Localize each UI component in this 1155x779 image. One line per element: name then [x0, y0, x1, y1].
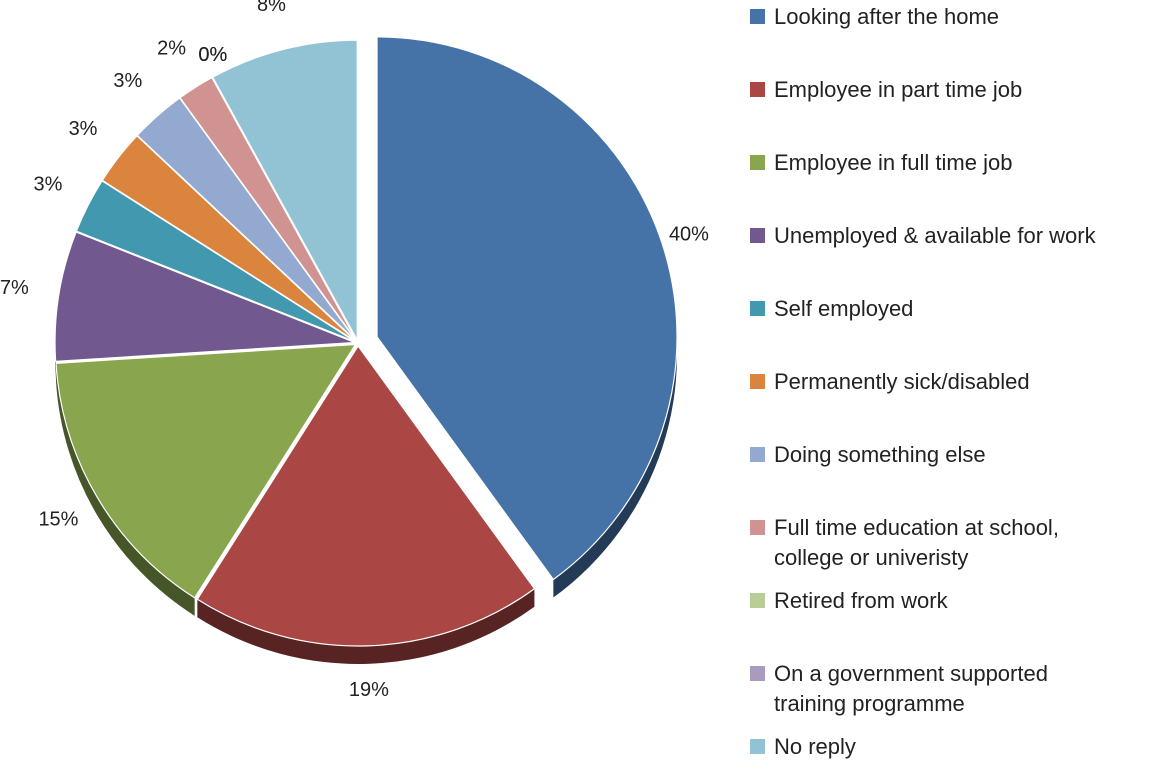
legend-item-looking-after-the-home: Looking after the home — [750, 2, 999, 32]
legend-label: Looking after the home — [774, 4, 1000, 29]
legend-swatch — [750, 520, 765, 535]
legend-label: On a government supported training progr… — [774, 661, 1048, 716]
legend-item-retired-from-work: Retired from work — [750, 586, 948, 616]
legend-item-no-reply: No reply — [750, 732, 856, 762]
data-label-looking-after-the-home: 40% — [669, 224, 709, 246]
legend-swatch — [750, 82, 765, 97]
legend-label: Self employed — [774, 296, 914, 321]
legend-swatch — [750, 155, 765, 170]
legend-swatch — [750, 593, 765, 608]
legend-swatch — [750, 374, 765, 389]
data-label-permanently-sick-disabled: 3% — [69, 118, 98, 140]
legend-label: Employee in part time job — [774, 77, 1023, 102]
legend-label: Employee in full time job — [774, 150, 1013, 175]
legend-swatch — [750, 301, 765, 316]
legend-item-on-a-government-supported-training-programme: On a government supported training progr… — [750, 659, 1048, 719]
slice-side-employee-in-part-time-job — [197, 588, 535, 664]
slice-side-employee-in-full-time-job — [56, 363, 195, 616]
pie-slice-employee-in-part-time-job — [196, 344, 536, 647]
data-label-self-employed: 3% — [33, 173, 62, 195]
data-label-retired-from-work: 0% — [198, 44, 227, 66]
legend-swatch — [750, 739, 765, 754]
pie-chart: 40%19%15%7%3%3%3%2% 0%0%8% — [0, 0, 709, 701]
legend-label: No reply — [774, 734, 856, 759]
legend-item-doing-something-else: Doing something else — [750, 440, 986, 470]
pie-slice-looking-after-the-home — [376, 36, 678, 581]
legend-item-employee-in-part-time-job: Employee in part time job — [750, 75, 1022, 105]
data-label-employee-in-part-time-job: 19% — [349, 679, 389, 701]
data-label-employee-in-full-time-job: 15% — [38, 508, 78, 530]
pie-slice-unemployed-available-for-work — [54, 231, 356, 363]
legend-swatch — [750, 447, 765, 462]
pie-slice-full-time-education-at-school-college-or-univeristy — [179, 76, 357, 341]
data-label-full-time-education-at-school-college-or-univeristy: 2% — [157, 37, 186, 59]
pie-slice-employee-in-full-time-job — [55, 343, 357, 599]
legend-swatch — [750, 228, 765, 243]
data-label-doing-something-else: 3% — [113, 70, 142, 92]
legend-label: Retired from work — [774, 588, 948, 613]
data-label-unemployed-available-for-work: 7% — [0, 277, 29, 299]
data-label-no-reply: 8% — [257, 0, 286, 16]
pie-slice-no-reply — [211, 39, 358, 341]
legend-item-permanently-sick-disabled: Permanently sick/disabled — [750, 367, 1030, 397]
legend-swatch — [750, 9, 765, 24]
legend-item-employee-in-full-time-job: Employee in full time job — [750, 148, 1012, 178]
data-label-on-a-government-supported-training-programme: 0% — [198, 44, 227, 66]
legend-label: Unemployed & available for work — [774, 223, 1096, 248]
legend-label: Doing something else — [774, 442, 986, 467]
legend-swatch — [750, 666, 765, 681]
legend-item-self-employed: Self employed — [750, 294, 913, 324]
legend-label: Full time education at school, college o… — [774, 515, 1059, 570]
legend-label: Permanently sick/disabled — [774, 369, 1030, 394]
legend-item-full-time-education-at-school-college-or-univeristy: Full time education at school, college o… — [750, 513, 1059, 573]
legend-item-unemployed-available-for-work: Unemployed & available for work — [750, 221, 1096, 251]
